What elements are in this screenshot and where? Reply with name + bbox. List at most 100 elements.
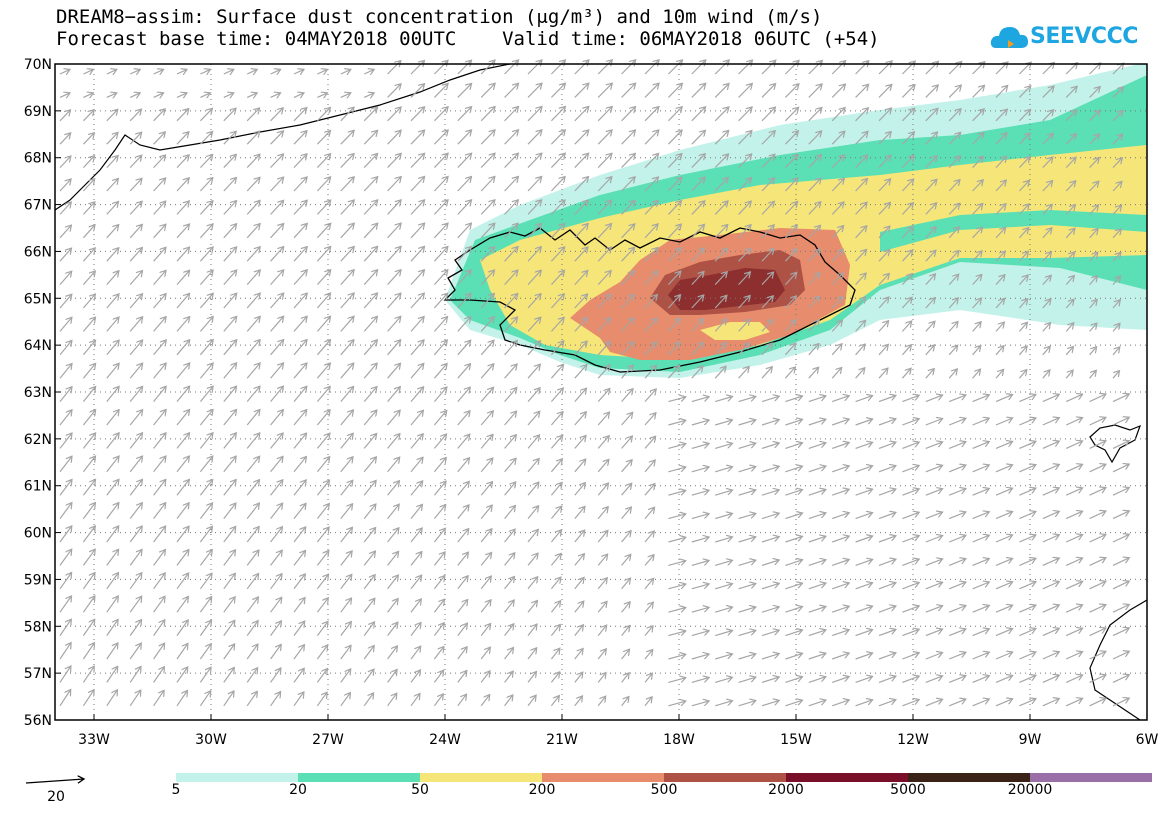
wind-arrow	[995, 441, 1013, 449]
dust-20-inner	[880, 210, 1147, 252]
wind-arrow	[293, 692, 304, 707]
wind-arrow	[832, 630, 849, 637]
wind-arrow	[340, 410, 354, 426]
wind-arrow	[597, 625, 606, 636]
wind-arrow	[878, 606, 896, 613]
wind-arrow	[925, 274, 936, 286]
wind-arrow	[668, 467, 685, 473]
wind-arrow	[714, 272, 727, 286]
wind-arrow	[691, 607, 709, 613]
wind-arrow	[527, 435, 540, 449]
wind-arrow	[1042, 582, 1060, 590]
wind-arrow	[1042, 323, 1051, 332]
wind-arrow	[316, 386, 330, 402]
wind-arrow	[504, 435, 517, 449]
wind-arrow	[785, 607, 802, 613]
wind-arrow	[199, 597, 211, 613]
wind-arrow	[808, 466, 826, 473]
wind-arrow	[1112, 488, 1129, 496]
wind-arrow	[691, 701, 709, 707]
wind-arrow	[621, 130, 636, 145]
wind-arrow	[855, 419, 873, 426]
wind-arrow	[82, 690, 94, 707]
wind-arrow	[667, 224, 681, 239]
wind-arrow	[1019, 395, 1036, 403]
wind-arrow	[1019, 418, 1036, 426]
wind-arrow	[761, 272, 774, 286]
wind-arrow	[129, 363, 142, 379]
wind-arrow	[785, 419, 802, 426]
map-title: DREAM8−assim: Surface dust concentration…	[56, 6, 823, 28]
wind-arrow	[1018, 109, 1030, 122]
wind-arrow	[901, 85, 915, 98]
wind-arrow	[433, 200, 448, 215]
wind-arrow	[176, 270, 190, 285]
wind-arrow	[644, 248, 658, 262]
wind-arrow	[574, 506, 585, 519]
wind-arrow	[597, 341, 610, 356]
wind-arrow	[433, 552, 445, 566]
wind-arrow	[761, 466, 779, 473]
wind-arrow	[106, 619, 118, 636]
wind-arrow	[340, 200, 354, 215]
wind-arrow	[761, 560, 779, 566]
wind-arrow	[129, 178, 142, 192]
wind-arrow	[878, 61, 892, 75]
wind-arrow	[574, 625, 584, 636]
wind-arrow	[527, 482, 539, 496]
wind-arrow	[878, 419, 896, 426]
wind-arrow	[270, 108, 284, 122]
wind-arrow	[504, 270, 518, 286]
wind-arrow	[527, 223, 542, 239]
wind-arrow	[550, 200, 565, 215]
wind-arrow	[995, 488, 1013, 496]
wind-arrow	[199, 573, 212, 590]
wind-arrow	[995, 558, 1013, 566]
wind-arrow	[948, 465, 966, 473]
wind-arrow	[761, 654, 779, 660]
wind-arrow	[691, 60, 706, 75]
wind-arrow	[270, 131, 284, 145]
wind-arrow	[387, 340, 401, 356]
forecast-times: Forecast base time: 04MAY2018 00UTC Vali…	[56, 28, 880, 50]
wind-arrow	[948, 652, 966, 660]
wind-arrow	[1089, 323, 1097, 332]
wind-arrow	[433, 599, 444, 613]
wind-arrow	[246, 316, 260, 332]
wind-arrow	[293, 527, 306, 543]
wind-arrow	[153, 667, 165, 683]
wind-arrow	[878, 321, 889, 332]
wind-arrow	[644, 60, 659, 75]
wind-arrow	[504, 671, 514, 683]
wind-arrow	[223, 93, 234, 98]
wind-arrow	[808, 677, 826, 683]
scotland-coastline	[1089, 599, 1147, 720]
wind-arrow	[504, 648, 514, 660]
wind-arrow	[176, 667, 188, 683]
wind-arrow	[1019, 675, 1036, 683]
wind-arrow	[433, 411, 446, 426]
wind-arrow	[878, 155, 891, 169]
wind-arrow	[480, 317, 494, 332]
wind-arrow	[340, 130, 354, 145]
wind-arrow	[925, 699, 943, 707]
wind-arrow	[855, 489, 873, 496]
wind-arrow	[621, 365, 634, 379]
wind-arrow	[223, 316, 237, 332]
wind-arrow	[199, 480, 212, 496]
wind-arrow	[387, 410, 401, 426]
wind-arrow	[106, 156, 118, 169]
wind-arrow	[504, 317, 518, 332]
wind-arrow	[363, 154, 377, 169]
wind-arrow	[738, 248, 751, 262]
wind-arrow	[176, 293, 190, 309]
wind-arrow	[410, 457, 423, 473]
wind-arrow	[176, 155, 189, 169]
wind-arrow	[293, 386, 307, 402]
wind-arrow	[176, 433, 190, 449]
wind-arrow	[363, 669, 374, 683]
wind-arrow	[715, 677, 732, 683]
wind-arrow	[644, 318, 657, 332]
wind-arrow	[270, 410, 284, 426]
wind-arrow	[340, 645, 351, 660]
